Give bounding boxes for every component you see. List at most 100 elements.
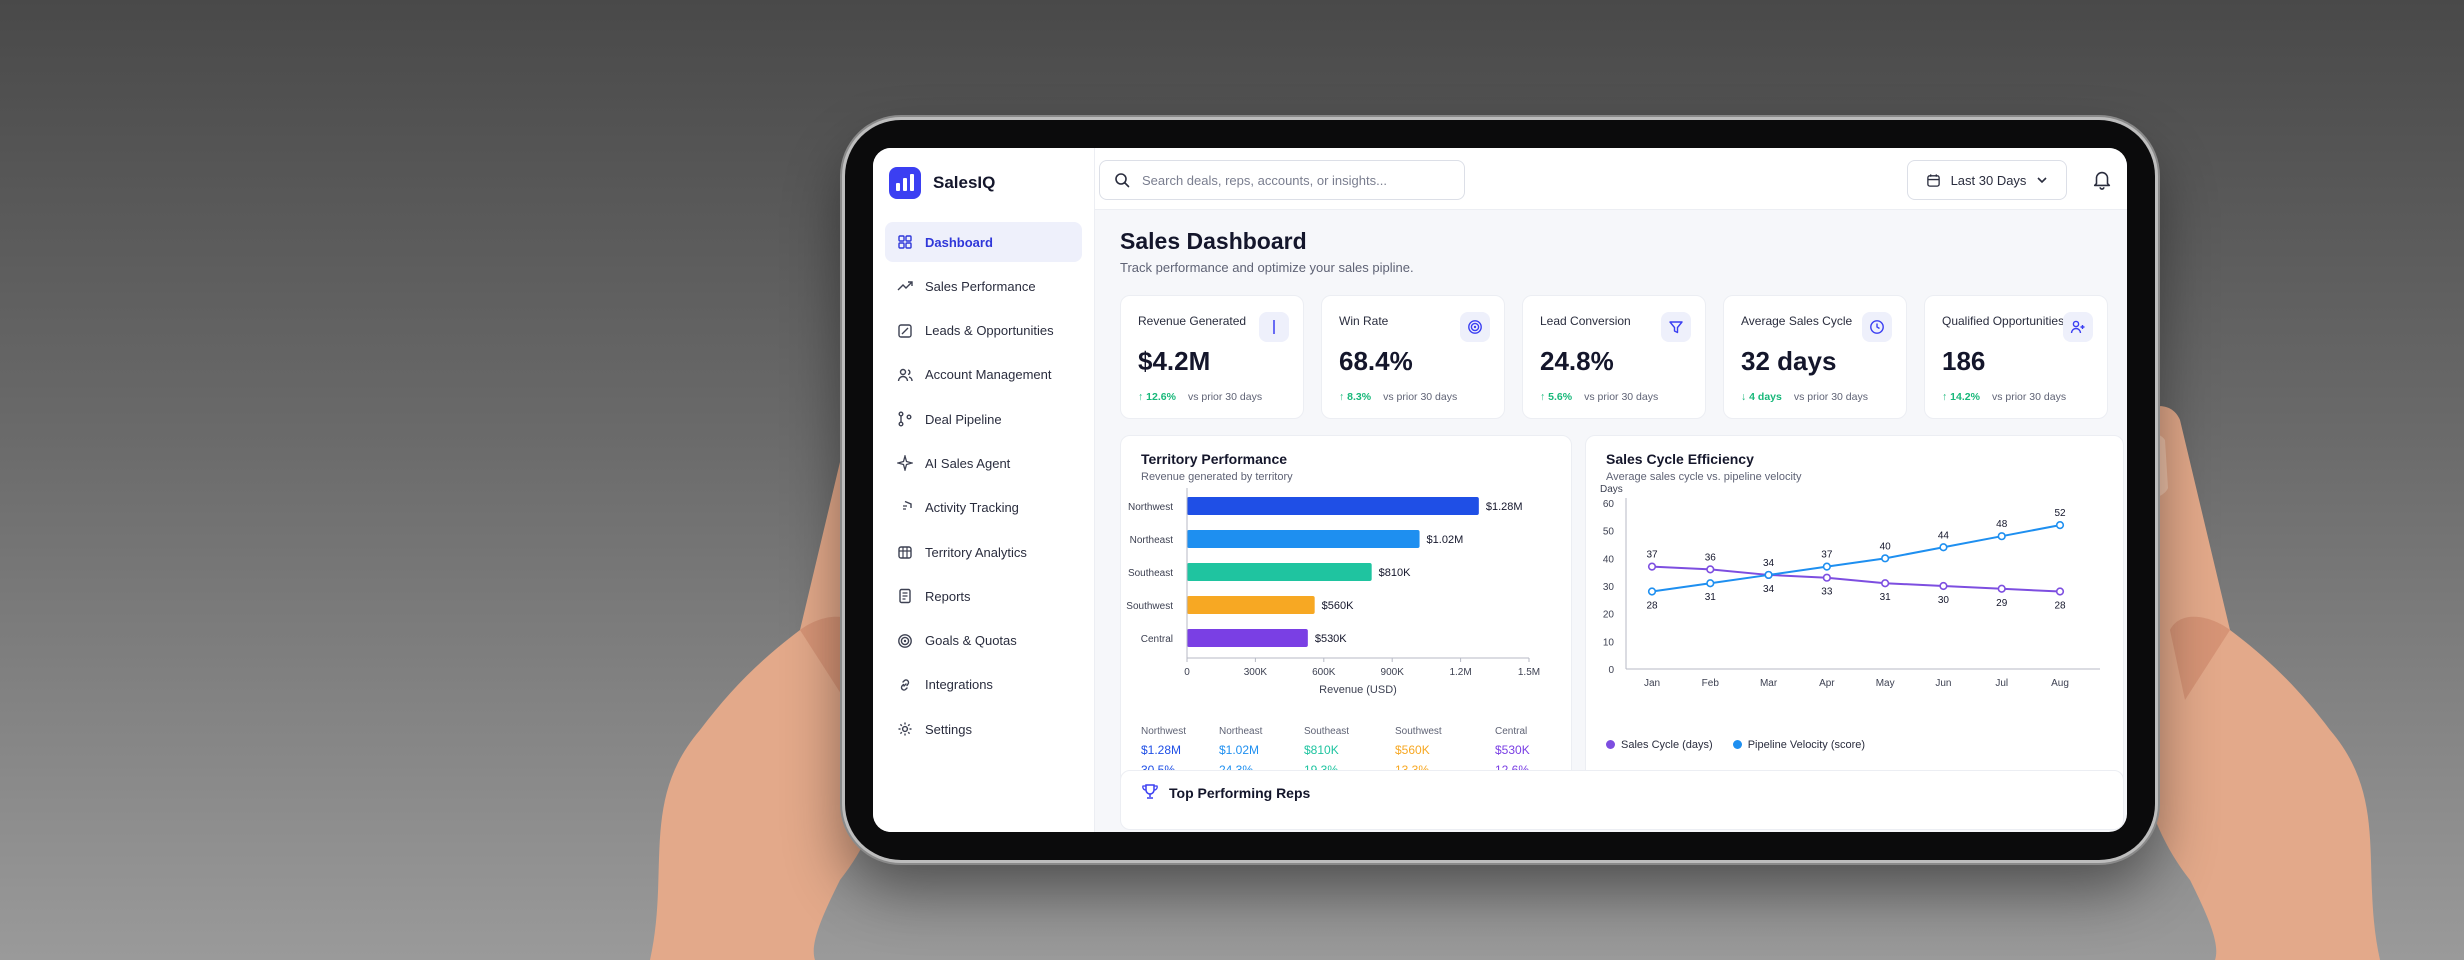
sidebar-item-activity-tracking[interactable]: Activity Tracking	[885, 488, 1082, 528]
top-reps-title: Top Performing Reps	[1169, 785, 1311, 801]
kpi-row: Revenue Generated $4.2M ↑ 12.6% vs prior 30…	[1120, 295, 2108, 419]
kpi-icon-badge	[2063, 312, 2093, 342]
page-title: Sales Dashboard	[1120, 228, 1307, 254]
line-y-tick-label: 40	[1603, 554, 1615, 565]
kpi-footer: ↑ 12.6% vs prior 30 days	[1138, 391, 1262, 403]
sidebar-item-label: AI Sales Agent	[925, 455, 1011, 471]
line-y-axis-title: Days	[1600, 484, 1623, 495]
sidebar-item-sales-performance[interactable]: Sales Performance	[885, 266, 1082, 306]
kpi-card-average-sales-cycle[interactable]: Average Sales Cycle 32 days ↓ 4 days vs pri…	[1723, 295, 1907, 419]
kpi-footer: ↑ 14.2% vs prior 30 days	[1942, 391, 2066, 403]
search-input[interactable]	[1142, 172, 1442, 188]
kpi-delta: ↑ 12.6%	[1138, 391, 1176, 403]
date-range-dropdown[interactable]: Last 30 Days	[1907, 160, 2067, 200]
sidebar-item-goals-quotas[interactable]: Goals & Quotas	[885, 621, 1082, 661]
sidebar-item-account-management[interactable]: Account Management	[885, 355, 1082, 395]
sidebar-item-settings[interactable]: Settings	[885, 709, 1082, 749]
series-point-pipeline-velocity	[1881, 554, 1890, 563]
users-icon	[897, 368, 913, 382]
brand[interactable]: SalesIQ	[873, 148, 1094, 218]
kpi-label: Win Rate	[1339, 314, 1389, 328]
kpi-card-lead-conversion[interactable]: Lead Conversion 24.8% ↑ 5.6% vs prior 30 da…	[1522, 295, 1706, 419]
bar-category-label: Southeast	[1128, 568, 1173, 579]
territory-stat-name: Southeast	[1304, 726, 1350, 737]
app-screen: SalesIQ Dashboard Sales Performance Leads …	[873, 148, 2127, 832]
sidebar-item-leads-opportunities[interactable]: Leads & Opportunities	[885, 311, 1082, 351]
legend-label-cycle: Sales Cycle (days)	[1621, 739, 1713, 751]
bar-x-tick-label: 900K	[1381, 667, 1405, 678]
page-subtitle: Track performance and optimize your sale…	[1120, 260, 1414, 275]
series-point-sales-cycle	[1706, 565, 1715, 574]
series-data-label: 31	[1705, 592, 1717, 603]
line-x-tick-label: May	[1876, 678, 1895, 689]
cycle-subtitle: Average sales cycle vs. pipeline velocit…	[1606, 471, 1802, 483]
top-reps-card: Top Performing Reps	[1120, 770, 2124, 830]
territory-stat-name: Central	[1495, 726, 1528, 737]
line-y-tick-label: 10	[1603, 637, 1615, 648]
sidebar-nav: Dashboard Sales Performance Leads & Opport…	[873, 222, 1094, 749]
series-data-label: 28	[2054, 601, 2066, 612]
territory-performance-card: Territory Performance Revenue generated …	[1120, 435, 1572, 787]
series-data-label: 30	[1938, 595, 1950, 606]
territory-stat-value: $810K	[1304, 743, 1339, 757]
sidebar-item-ai-sales-agent[interactable]: AI Sales Agent	[885, 443, 1082, 483]
sidebar-item-deal-pipeline[interactable]: Deal Pipeline	[885, 399, 1082, 439]
series-point-sales-cycle	[1997, 584, 2006, 593]
notification-bell-icon[interactable]	[2091, 168, 2113, 190]
legend-item-cycle[interactable]: Sales Cycle (days)	[1606, 739, 1713, 751]
kpi-label: Qualified Opportunities	[1942, 314, 2065, 328]
sidebar-item-territory-analytics[interactable]: Territory Analytics	[885, 532, 1082, 572]
line-y-tick-label: 30	[1603, 582, 1615, 593]
series-data-label: 44	[1938, 530, 1950, 541]
dollar-icon	[1266, 319, 1282, 335]
kpi-card-revenue-generated[interactable]: Revenue Generated $4.2M ↑ 12.6% vs prior 30…	[1120, 295, 1304, 419]
line-y-tick-label: 0	[1608, 665, 1614, 676]
sidebar-item-label: Account Management	[925, 367, 1052, 383]
link-icon	[900, 679, 910, 691]
series-data-label: 36	[1705, 552, 1717, 563]
kpi-value: 24.8%	[1540, 346, 1614, 376]
kpi-card-win-rate[interactable]: Win Rate 68.4% ↑ 8.3% vs prior 30 days	[1321, 295, 1505, 419]
sidebar-item-reports[interactable]: Reports	[885, 576, 1082, 616]
kpi-card-qualified-opportunities[interactable]: Qualified Opportunities 186 ↑ 14.2% vs prio…	[1924, 295, 2108, 419]
series-data-label: 52	[2054, 508, 2066, 519]
sidebar-item-label: Territory Analytics	[925, 544, 1027, 560]
kpi-icon-badge	[1259, 312, 1289, 342]
trend-icon	[897, 281, 913, 291]
bar-x-tick-label: 0	[1184, 667, 1190, 678]
series-data-label: 40	[1880, 541, 1892, 552]
kpi-label: Lead Conversion	[1540, 314, 1631, 328]
series-line-sales-cycle	[1651, 565, 2061, 593]
kpi-icon-badge	[1661, 312, 1691, 342]
gear-icon	[898, 722, 912, 736]
bar-central	[1187, 629, 1308, 647]
series-data-label: 34	[1763, 558, 1775, 569]
series-line-pipeline-velocity	[1651, 524, 2061, 593]
kpi-delta: ↓ 4 days	[1741, 391, 1782, 403]
legend-item-velocity[interactable]: Pipeline Velocity (score)	[1732, 739, 1865, 751]
sidebar-item-dashboard[interactable]: Dashboard	[885, 222, 1082, 262]
series-point-pipeline-velocity	[1706, 579, 1715, 588]
kpi-label: Average Sales Cycle	[1741, 314, 1853, 328]
bar-category-label: Northwest	[1128, 502, 1173, 513]
series-point-pipeline-velocity	[1647, 587, 1657, 596]
bar-x-axis-title: Revenue (USD)	[1319, 684, 1397, 696]
kpi-delta: ↑ 8.3%	[1339, 391, 1372, 403]
sales-cycle-card: Sales Cycle Efficiency Average sales cyc…	[1585, 435, 2124, 787]
logo-bars-icon	[889, 167, 921, 199]
bar-x-tick-label: 1.2M	[1449, 667, 1471, 678]
series-point-pipeline-velocity	[2055, 521, 2065, 530]
clock-icon	[1870, 320, 1884, 334]
search-box[interactable]	[1099, 160, 1465, 200]
kpi-footer: ↑ 5.6% vs prior 30 days	[1540, 391, 1658, 403]
series-point-pipeline-velocity	[1939, 543, 1948, 552]
sidebar-item-integrations[interactable]: Integrations	[885, 665, 1082, 705]
kpi-comparison: vs prior 30 days	[1383, 391, 1458, 403]
series-point-sales-cycle	[1881, 579, 1890, 588]
sidebar-item-label: Sales Performance	[925, 278, 1036, 294]
sidebar-item-label: Deal Pipeline	[925, 411, 1002, 427]
kpi-comparison: vs prior 30 days	[1187, 391, 1263, 403]
user-plus-icon	[2070, 320, 2085, 334]
series-point-pipeline-velocity	[1764, 570, 1773, 580]
bar-value-label: $810K	[1379, 567, 1411, 579]
